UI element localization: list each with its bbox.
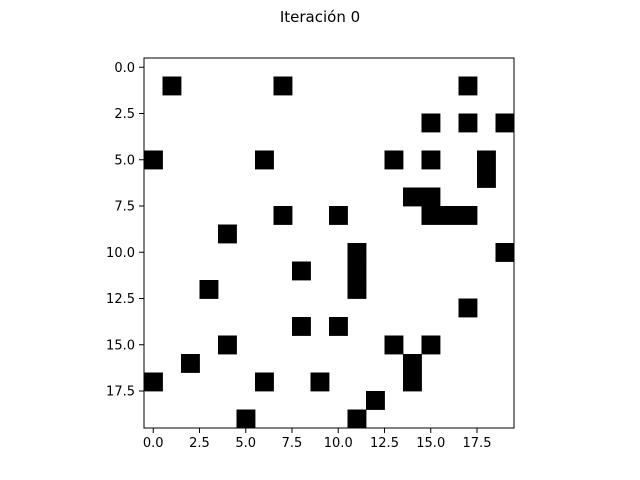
cell-8-10	[329, 206, 348, 225]
x-tick-label: 15.0	[416, 436, 445, 451]
cell-5-18	[477, 150, 496, 170]
cell-12-3	[199, 280, 219, 299]
y-tick-label: 10.0	[106, 246, 135, 261]
cell-19-11	[347, 409, 367, 429]
cell-14-10	[329, 317, 348, 336]
cell-15-4	[218, 335, 237, 355]
cell-16-14	[403, 354, 422, 373]
cell-15-13	[384, 335, 404, 355]
x-tick-label: 2.5	[189, 436, 210, 451]
cell-15-15	[421, 335, 441, 355]
cell-3-19	[495, 113, 515, 133]
cell-16-2	[181, 354, 200, 373]
x-tick-label: 12.5	[370, 436, 399, 451]
cell-17-0	[144, 372, 163, 392]
y-tick-label: 17.5	[106, 385, 135, 400]
cell-11-11	[347, 261, 367, 281]
cell-13-17	[458, 298, 478, 318]
x-tick-label: 17.5	[463, 436, 492, 451]
cell-1-1	[162, 76, 182, 96]
cell-7-15	[421, 187, 441, 207]
axes-frame	[143, 57, 515, 429]
cell-12-11	[347, 280, 367, 299]
cell-19-5	[236, 409, 256, 429]
cell-18-12	[366, 391, 385, 410]
y-tick-label: 15.0	[106, 338, 135, 353]
cell-1-7	[273, 76, 293, 96]
cell-10-11	[347, 243, 367, 262]
cell-14-8	[292, 317, 311, 336]
y-tick-label: 5.0	[114, 153, 135, 168]
cells-layer	[144, 76, 515, 429]
cell-17-9	[310, 372, 330, 392]
cell-8-7	[273, 206, 293, 225]
cell-3-15	[421, 113, 441, 133]
cell-8-17	[458, 206, 478, 225]
cell-1-17	[458, 76, 478, 96]
cell-17-6	[255, 372, 274, 392]
y-tick-label: 12.5	[106, 292, 135, 307]
cell-8-16	[440, 206, 459, 225]
y-tick-label: 2.5	[114, 107, 135, 122]
x-tick-label: 0.0	[143, 436, 164, 451]
cell-5-13	[384, 150, 404, 170]
x-tick-label: 10.0	[324, 436, 353, 451]
cell-11-8	[292, 261, 311, 281]
chart-title: Iteración 0	[280, 8, 360, 26]
y-tick-label: 7.5	[114, 200, 135, 215]
cell-17-14	[403, 372, 422, 392]
x-axis: 0.0 2.5 5.0 7.5 10.0 12.5 15.0 17.5	[143, 428, 492, 451]
cell-5-6	[255, 150, 274, 170]
y-axis: 0.0 2.5 5.0 7.5 10.0 12.5 15.0 17.5	[106, 61, 144, 400]
cell-5-0	[144, 150, 163, 170]
cell-3-17	[458, 113, 478, 133]
cell-10-19	[495, 243, 515, 262]
y-tick-label: 0.0	[114, 61, 135, 76]
x-tick-label: 5.0	[235, 436, 256, 451]
cell-6-18	[477, 169, 496, 188]
x-tick-label: 7.5	[282, 436, 303, 451]
cell-7-14	[403, 187, 422, 207]
cell-5-15	[421, 150, 441, 170]
cell-9-4	[218, 224, 237, 244]
cell-8-15	[421, 206, 441, 225]
